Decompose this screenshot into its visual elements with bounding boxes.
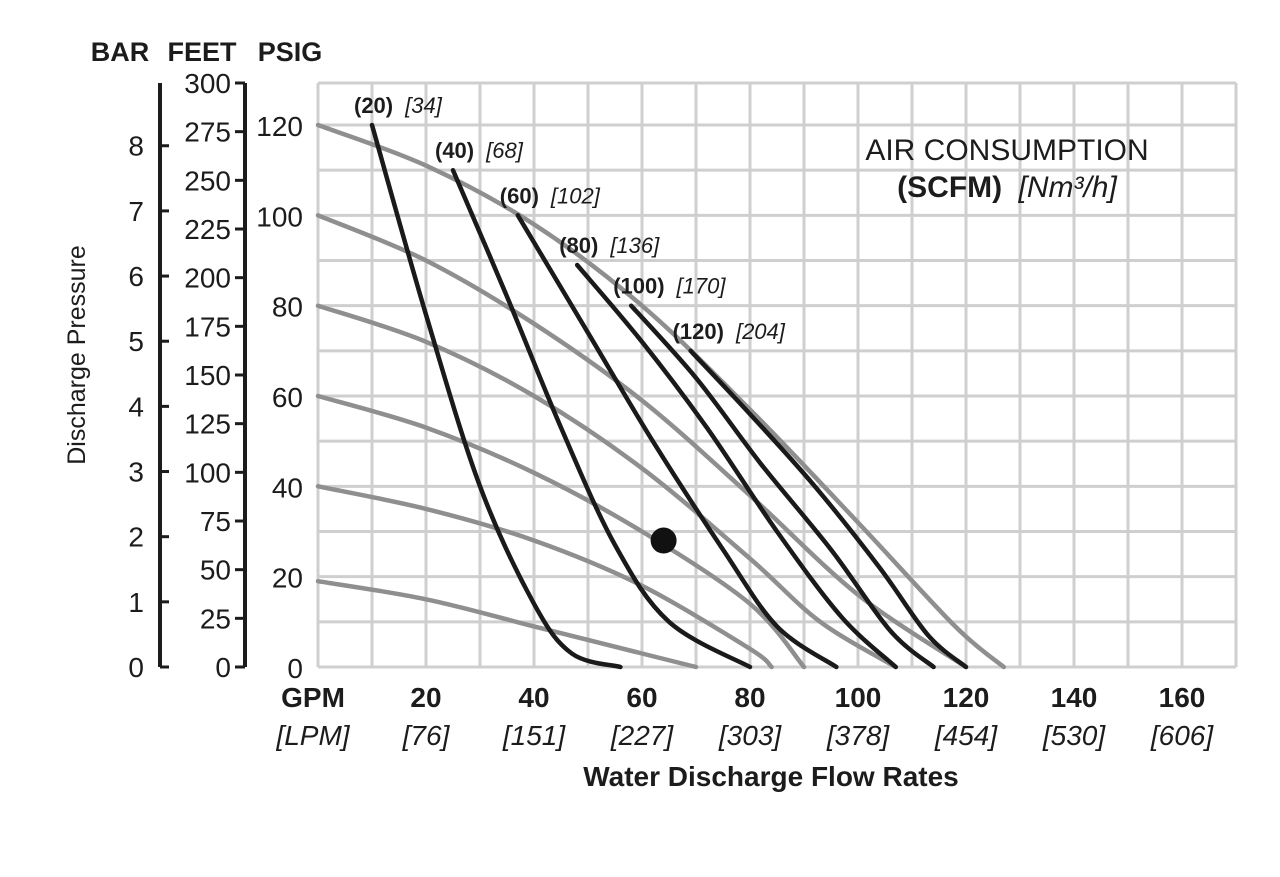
pressure-curve [315,303,899,670]
svg-text:(SCFM) [Nm³/h]: (SCFM) [Nm³/h] [897,171,1117,204]
x-tick-lpm: [76] [402,720,451,751]
feet-axis-header: FEET [167,37,237,67]
pressure-curve [315,578,699,670]
feet-tick-label: 75 [200,506,231,537]
air-curve-scfm: (100) [613,274,664,299]
operating-point-marker [650,527,677,554]
psig-axis-header: PSIG [258,37,323,67]
x-tick-lpm: [151] [502,720,566,751]
air-consumption-curve [574,262,899,670]
psig-tick-label: 80 [272,292,303,323]
air-curve-label: (20) [34] [354,93,443,118]
y-axis-title: Discharge Pressure [63,245,91,465]
x-tick-gpm: 160 [1159,682,1206,713]
air-consumption-curve [515,213,839,670]
x-tick-gpm: 20 [410,682,441,713]
air-curve-label: (80) [136] [559,233,660,258]
air-curve-label: (60) [102] [500,183,601,208]
air-consumption-curve [369,122,623,670]
air-curve-scfm: (60) [500,183,539,208]
air-curve-scfm: (120) [673,319,724,344]
bar-tick-label: 8 [128,131,144,162]
bar-tick-label: 5 [128,326,144,357]
plot-grid [316,81,1238,669]
bar-tick-label: 7 [128,196,144,227]
x-unit-lpm: [LPM] [275,720,350,751]
x-tick-gpm: 60 [626,682,657,713]
pressure-curve [315,393,807,670]
x-tick-lpm: [378] [826,720,890,751]
psig-tick-label: 60 [272,382,303,413]
air-curve-label: (40) [68] [435,138,524,163]
bar-tick-label: 1 [128,587,144,618]
feet-tick-label: 150 [184,360,231,391]
x-tick-gpm: 100 [835,682,882,713]
air-consumption-annotation: AIR CONSUMPTION (SCFM) [Nm³/h] [865,134,1148,204]
bar-tick-label: 3 [128,457,144,488]
x-axis-title: Water Discharge Flow Rates [583,761,959,792]
psig-tick-label: 0 [287,653,303,684]
air-curve-scfm: (20) [354,93,393,118]
feet-tick-label: 100 [184,457,231,488]
x-tick-lpm: [227] [610,720,674,751]
air-consumption-curve [450,167,753,670]
annotation-line1: AIR CONSUMPTION [865,134,1148,167]
psig-tick-label: 100 [256,201,303,232]
air-curve-scfm: (80) [559,233,598,258]
bar-tick-label: 0 [128,652,144,683]
air-curve-nm3h: [68] [485,138,524,163]
bar-tick-label: 6 [128,261,144,292]
x-tick-lpm: [606] [1150,720,1214,751]
psig-tick-label: 20 [272,563,303,594]
x-tick-gpm: 140 [1051,682,1098,713]
feet-tick-label: 50 [200,555,231,586]
air-curve-nm3h: [34] [404,93,443,118]
x-tick-lpm: [530] [1042,720,1106,751]
pressure-curve [315,122,1007,670]
feet-tick-label: 200 [184,263,231,294]
pressure-curve [315,484,774,670]
psig-tick-label: 40 [272,472,303,503]
air-curve-nm3h: [102] [550,183,601,208]
annotation-scfm: (SCFM) [897,171,1002,204]
pressure-curve [315,213,969,670]
feet-tick-label: 125 [184,409,231,440]
x-tick-gpm: 40 [518,682,549,713]
air-consumption-curve [628,303,936,670]
feet-tick-label: 0 [215,652,231,683]
feet-tick-label: 225 [184,214,231,245]
x-unit-gpm: GPM [281,682,345,713]
annotation-nm3h: [Nm³/h] [1017,171,1117,204]
feet-tick-label: 250 [184,165,231,196]
x-tick-lpm: [303] [718,720,782,751]
air-curve-nm3h: [170] [676,274,727,299]
x-tick-gpm: 80 [734,682,765,713]
feet-tick-label: 25 [200,603,231,634]
axes: BAR FEET PSIG Discharge Pressure GPM [LP… [63,37,1214,792]
curves: (20) [34] (40) [68] (60) [102] (80) [136] (100) [… [315,93,1007,670]
air-curve-nm3h: [204] [735,319,786,344]
air-curve-nm3h: [136] [609,233,660,258]
x-tick-gpm: 120 [943,682,990,713]
x-tick-lpm: [454] [934,720,998,751]
feet-tick-label: 300 [184,68,231,99]
air-curve-scfm: (40) [435,138,474,163]
feet-tick-label: 175 [184,311,231,342]
air-curve-label: (100) [170] [613,274,726,299]
feet-tick-label: 275 [184,117,231,148]
bar-tick-label: 4 [128,391,144,422]
psig-tick-label: 120 [256,111,303,142]
air-curve-label: (120) [204] [673,319,786,344]
bar-tick-label: 2 [128,522,144,553]
air-consumption-curve [688,348,969,670]
bar-axis-header: BAR [91,37,150,67]
